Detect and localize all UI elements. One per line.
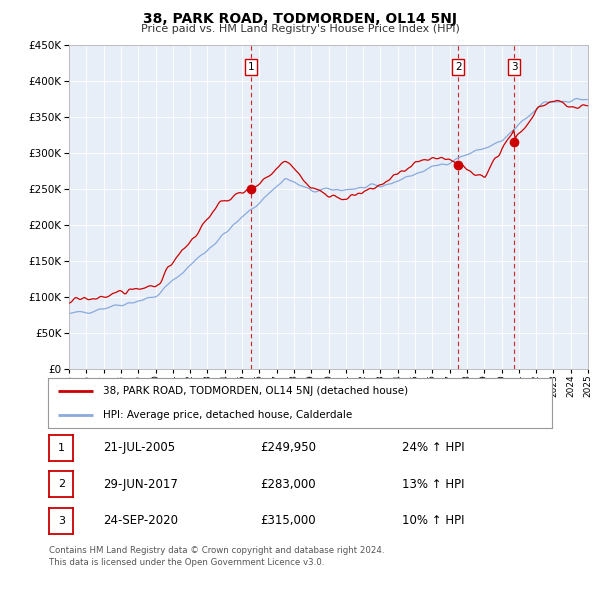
Text: £283,000: £283,000 [260,478,316,491]
Text: 29-JUN-2017: 29-JUN-2017 [103,478,178,491]
Text: 13% ↑ HPI: 13% ↑ HPI [401,478,464,491]
Text: £315,000: £315,000 [260,514,316,527]
Text: 10% ↑ HPI: 10% ↑ HPI [401,514,464,527]
Text: Price paid vs. HM Land Registry's House Price Index (HPI): Price paid vs. HM Land Registry's House … [140,24,460,34]
Text: 1: 1 [248,62,254,72]
Text: 3: 3 [511,62,517,72]
Text: 38, PARK ROAD, TODMORDEN, OL14 5NJ: 38, PARK ROAD, TODMORDEN, OL14 5NJ [143,12,457,26]
Text: 2: 2 [58,480,65,489]
Text: HPI: Average price, detached house, Calderdale: HPI: Average price, detached house, Cald… [103,410,353,420]
Text: 1: 1 [58,443,65,453]
Text: 24-SEP-2020: 24-SEP-2020 [103,514,178,527]
Text: 38, PARK ROAD, TODMORDEN, OL14 5NJ (detached house): 38, PARK ROAD, TODMORDEN, OL14 5NJ (deta… [103,386,409,396]
Text: Contains HM Land Registry data © Crown copyright and database right 2024.: Contains HM Land Registry data © Crown c… [49,546,385,555]
Text: 24% ↑ HPI: 24% ↑ HPI [401,441,464,454]
Text: This data is licensed under the Open Government Licence v3.0.: This data is licensed under the Open Gov… [49,558,325,566]
Text: £249,950: £249,950 [260,441,316,454]
Text: 2: 2 [455,62,461,72]
Text: 21-JUL-2005: 21-JUL-2005 [103,441,175,454]
Text: 3: 3 [58,516,65,526]
